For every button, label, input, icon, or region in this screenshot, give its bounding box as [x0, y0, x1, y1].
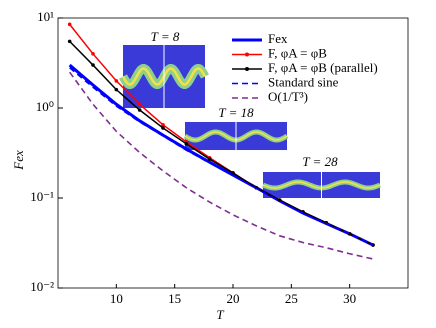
series-line — [69, 67, 374, 246]
annotation: T = 8 — [151, 29, 180, 44]
legend-label: F, φA = φB — [268, 45, 327, 60]
data-point — [161, 126, 165, 130]
series-line — [69, 71, 374, 260]
data-point — [67, 22, 72, 27]
x-axis-label: T — [216, 307, 224, 322]
y-tick-label: 10¹ — [37, 9, 54, 24]
data-point — [67, 39, 72, 44]
plot-frame — [57, 17, 409, 289]
legend-label: O(1/T³) — [268, 89, 308, 104]
data-point — [161, 123, 165, 127]
data-point — [207, 157, 212, 161]
x-tick-label: 25 — [285, 291, 298, 306]
legend-label: Standard sine — [268, 74, 339, 89]
data-point — [91, 52, 95, 56]
x-tick-label: 15 — [168, 291, 181, 306]
annotation: T = 28 — [302, 154, 338, 169]
legend-dot — [245, 52, 249, 57]
data-point — [137, 108, 142, 112]
x-tick-label: 10 — [110, 291, 123, 306]
legend-label: F, φA = φB (parallel) — [268, 60, 378, 75]
x-tick-label: 20 — [227, 291, 240, 306]
series-line — [69, 40, 374, 246]
y-tick-label: 10⁻¹ — [30, 189, 54, 204]
y-tick-label: 10⁰ — [36, 99, 54, 114]
data-point — [231, 171, 235, 175]
y-axis-label: Fex — [11, 150, 26, 171]
data-point — [114, 87, 119, 92]
data-point — [91, 63, 95, 67]
legend-label: Fex — [268, 31, 288, 46]
x-tick-label: 30 — [343, 291, 356, 306]
annotation: T = 18 — [218, 105, 254, 120]
data-point — [114, 79, 119, 83]
y-tick-label: 10⁻² — [30, 279, 54, 294]
data-point — [184, 142, 189, 146]
legend-dot — [245, 67, 249, 71]
data-point — [137, 102, 142, 107]
